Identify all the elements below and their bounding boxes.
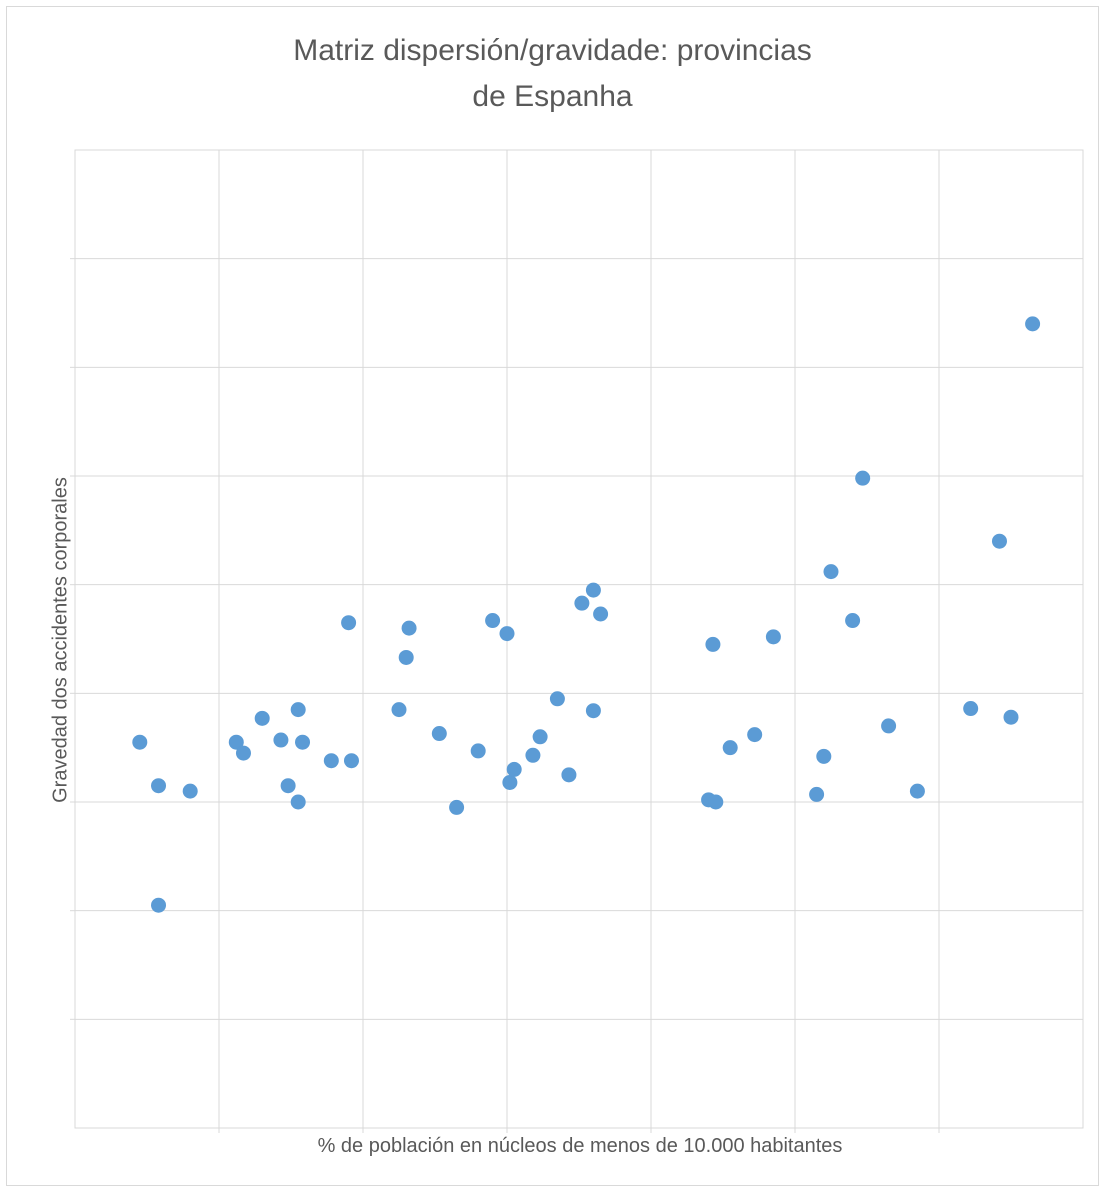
data-point bbox=[398, 649, 414, 665]
y-axis-label: Gravedad dos accidentes corporales bbox=[49, 477, 72, 803]
data-point bbox=[705, 636, 721, 652]
data-point bbox=[585, 582, 601, 598]
data-point bbox=[991, 533, 1007, 549]
data-point bbox=[845, 613, 861, 629]
data-point bbox=[228, 734, 244, 750]
data-point bbox=[525, 747, 541, 763]
data-point bbox=[254, 710, 270, 726]
data-point bbox=[1003, 709, 1019, 725]
data-point bbox=[132, 734, 148, 750]
data-point bbox=[532, 729, 548, 745]
chart-title-line-2: de Espanha bbox=[472, 80, 633, 113]
data-point bbox=[809, 786, 825, 802]
chart-title: Matriz dispersión/gravidade: provincias … bbox=[0, 28, 1105, 120]
data-point bbox=[963, 701, 979, 717]
data-point bbox=[765, 629, 781, 645]
x-axis-label: % de población en núcleos de menos de 10… bbox=[317, 1135, 843, 1157]
data-point bbox=[449, 799, 465, 815]
data-point bbox=[549, 691, 565, 707]
data-point bbox=[708, 794, 724, 810]
chart-frame bbox=[6, 6, 1099, 1186]
data-point bbox=[280, 778, 296, 794]
data-point bbox=[182, 783, 198, 799]
data-point bbox=[499, 626, 515, 642]
data-point bbox=[290, 794, 306, 810]
data-point bbox=[502, 774, 518, 790]
data-point bbox=[881, 718, 897, 734]
data-point bbox=[574, 595, 590, 611]
data-point bbox=[295, 734, 311, 750]
data-point bbox=[1025, 316, 1041, 332]
data-point bbox=[323, 753, 339, 769]
data-point bbox=[909, 783, 925, 799]
data-point bbox=[470, 743, 486, 759]
data-point bbox=[341, 615, 357, 631]
data-point bbox=[343, 753, 359, 769]
chart-title-line-1: Matriz dispersión/gravidade: provincias bbox=[293, 34, 812, 67]
data-point bbox=[823, 564, 839, 580]
data-point bbox=[855, 470, 871, 486]
data-point bbox=[816, 748, 832, 764]
data-point bbox=[561, 767, 577, 783]
data-point bbox=[485, 613, 501, 629]
data-point bbox=[391, 702, 407, 718]
data-point bbox=[290, 702, 306, 718]
data-point bbox=[431, 726, 447, 742]
data-point bbox=[593, 606, 609, 622]
data-point bbox=[585, 703, 601, 719]
data-point bbox=[151, 897, 167, 913]
data-point bbox=[273, 732, 289, 748]
data-point bbox=[235, 745, 251, 761]
data-point bbox=[722, 740, 738, 756]
data-point bbox=[151, 778, 167, 794]
data-point bbox=[506, 761, 522, 777]
plot-area-border bbox=[74, 149, 1084, 1129]
data-point bbox=[401, 620, 417, 636]
data-point bbox=[747, 727, 763, 743]
